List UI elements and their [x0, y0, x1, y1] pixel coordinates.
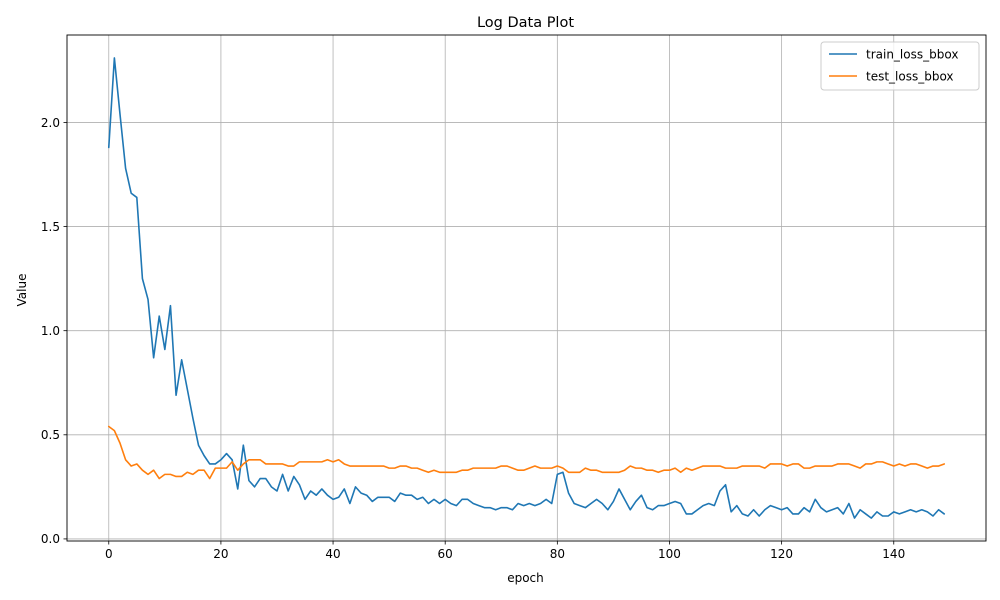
series-group [107, 57, 946, 519]
x-tick-label: 120 [770, 547, 793, 561]
legend-label-test_loss_bbox: test_loss_bbox [866, 69, 954, 83]
y-tick-label: 2.0 [41, 116, 60, 130]
y-tick-label: 0.0 [41, 532, 60, 546]
x-tick-label: 20 [213, 547, 228, 561]
chart-title: Log Data Plot [477, 15, 574, 31]
plot-frame [66, 34, 987, 542]
y-tick-label: 0.5 [41, 428, 60, 442]
x-axis-title: epoch [507, 571, 544, 585]
y-axis-title: Value [15, 274, 29, 307]
grid [67, 35, 986, 541]
x-axis: 0 20 40 60 80 100 120 140 [105, 541, 905, 561]
x-tick-label: 0 [105, 547, 113, 561]
x-tick-label: 100 [658, 547, 681, 561]
series-line-train_loss_bbox [107, 57, 946, 519]
legend: train_loss_bbox test_loss_bbox [820, 41, 980, 91]
legend-box [820, 41, 980, 91]
x-tick-label: 80 [550, 547, 565, 561]
x-tick-label: 40 [325, 547, 340, 561]
y-axis: 0.0 0.5 1.0 1.5 2.0 [41, 116, 67, 546]
series-line-test_loss_bbox [107, 425, 946, 480]
y-tick-label: 1.5 [41, 220, 60, 234]
x-tick-label: 140 [882, 547, 905, 561]
x-tick-label: 60 [438, 547, 453, 561]
y-tick-label: 1.0 [41, 324, 60, 338]
legend-label-train_loss_bbox: train_loss_bbox [866, 47, 958, 61]
